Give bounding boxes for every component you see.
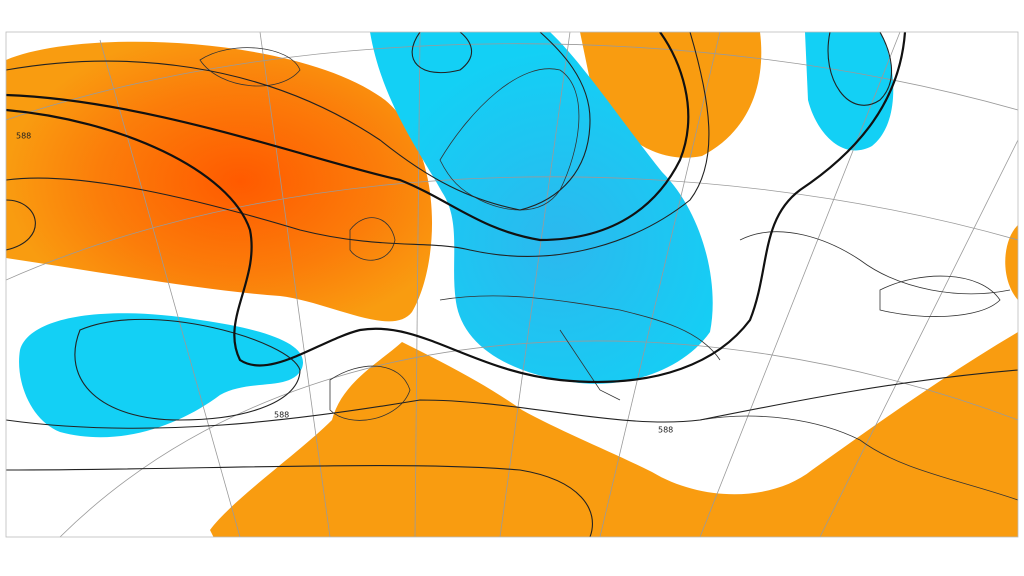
map-area bbox=[6, 32, 1018, 537]
cold-anomaly bbox=[19, 313, 304, 438]
contour-label: 588 bbox=[274, 411, 289, 420]
contours bbox=[6, 32, 1018, 537]
warm-anomaly bbox=[6, 41, 433, 322]
map-frame bbox=[5, 31, 1019, 538]
contour-label: 588 bbox=[658, 426, 673, 435]
cold-anomaly bbox=[805, 32, 894, 151]
warm-anomaly bbox=[210, 332, 1018, 537]
cold-anomaly bbox=[370, 32, 713, 384]
graticule bbox=[6, 32, 1018, 537]
warm-anomaly bbox=[1005, 225, 1018, 300]
contour-label: 588 bbox=[16, 132, 31, 141]
